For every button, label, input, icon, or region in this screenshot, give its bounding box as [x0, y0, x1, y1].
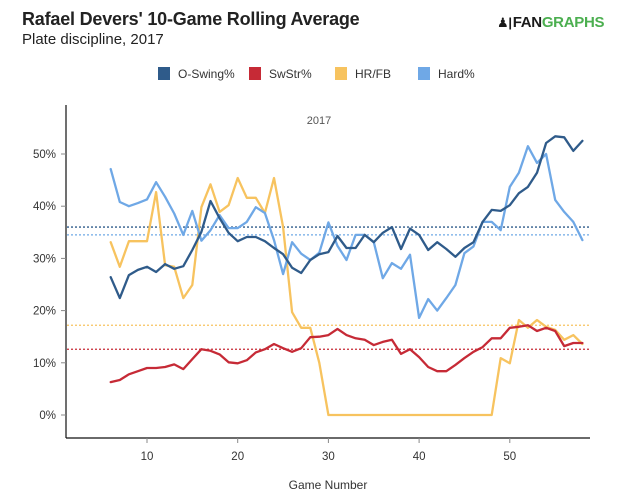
legend-swatch-swstr[interactable] — [249, 67, 261, 80]
legend-label-o-swing[interactable]: O-Swing% — [178, 67, 235, 81]
y-ticks: 0% 10% 20% 30% 40% 50% — [33, 149, 66, 422]
legend-swatch-o-swing[interactable] — [158, 67, 170, 80]
average-lines — [67, 226, 590, 350]
series-line-hard[interactable] — [109, 145, 584, 320]
chart-title: Rafael Devers' 10-Game Rolling Average — [22, 9, 360, 29]
axes — [65, 105, 590, 439]
series-lines — [109, 135, 584, 417]
legend-label-hr-fb[interactable]: HR/FB — [355, 67, 391, 81]
x-tick-label: 30 — [322, 451, 335, 463]
series-line-hr-fb[interactable] — [109, 176, 584, 417]
x-ticks: 10 20 30 40 50 — [141, 438, 516, 463]
series-line-swstr[interactable] — [109, 324, 584, 384]
y-tick-label: 40% — [33, 201, 56, 213]
legend-swatch-hard[interactable] — [418, 67, 430, 80]
x-tick-label: 20 — [231, 451, 244, 463]
logo-graphs-text: GRAPHS — [541, 14, 605, 31]
y-tick-label: 50% — [33, 149, 56, 161]
x-tick-label: 50 — [503, 451, 516, 463]
chart-subtitle: Plate discipline, 2017 — [22, 31, 164, 48]
legend-label-hard[interactable]: Hard% — [438, 67, 475, 81]
x-axis-title: Game Number — [289, 478, 368, 492]
legend-swatch-hr-fb[interactable] — [335, 67, 347, 80]
legend-label-swstr[interactable]: SwStr% — [269, 67, 312, 81]
logo-player-icon: ♟| — [497, 15, 512, 30]
fangraphs-logo[interactable]: ♟|FANGRAPHS — [497, 14, 604, 31]
logo-fan-text: FAN — [512, 14, 542, 31]
y-tick-label: 0% — [39, 410, 56, 422]
x-tick-label: 10 — [141, 451, 154, 463]
x-tick-label: 40 — [413, 451, 426, 463]
legend: O-Swing% SwStr% HR/FB Hard% — [158, 67, 475, 81]
y-tick-label: 30% — [33, 253, 56, 265]
series-line-o-swing[interactable] — [109, 135, 584, 300]
y-tick-label: 10% — [33, 358, 56, 370]
year-annotation: 2017 — [307, 115, 331, 127]
y-tick-label: 20% — [33, 306, 56, 318]
